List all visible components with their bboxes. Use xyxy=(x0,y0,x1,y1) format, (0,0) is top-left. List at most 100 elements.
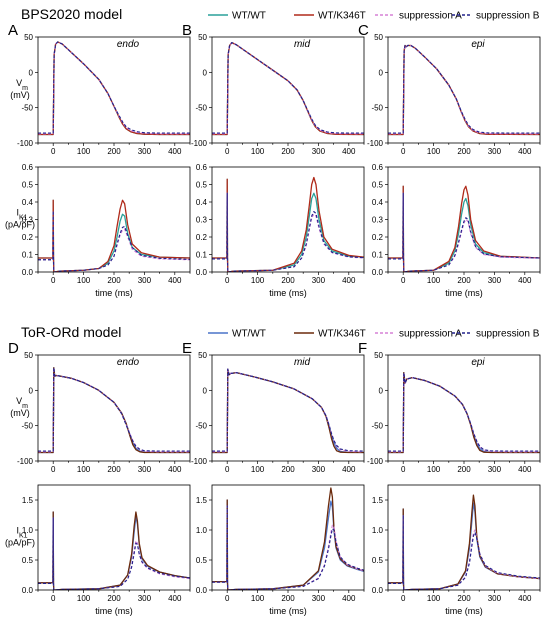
plot-frame xyxy=(211,166,365,273)
panel-title: epi xyxy=(471,39,485,50)
series-line-1 xyxy=(212,176,364,272)
section-header-1: ToR-ORd model WT/WT WT/K346T suppression A s… xyxy=(21,324,540,340)
y-tick-label: 0.5 xyxy=(372,181,384,190)
x-tick-label: 200 xyxy=(281,147,295,156)
y-tick-label: 0.5 xyxy=(372,556,384,565)
y-axis-unit: (pA/pF) xyxy=(5,538,35,548)
x-tick-label: 400 xyxy=(342,465,356,474)
x-tick-label: 0 xyxy=(401,276,406,285)
y-tick-label: -100 xyxy=(367,139,384,148)
x-tick-label: 400 xyxy=(518,594,532,603)
y-axis-subscript: m xyxy=(22,85,28,92)
x-tick-label: 0 xyxy=(225,147,230,156)
panel-title: endo xyxy=(117,39,140,50)
panel-title: mid xyxy=(294,39,311,50)
x-tick-label: 300 xyxy=(488,276,502,285)
x-tick-label: 100 xyxy=(77,276,91,285)
y-tick-label: 0.4 xyxy=(372,198,384,207)
series-line-2 xyxy=(212,192,364,272)
x-axis-label: time (ms) xyxy=(269,606,307,616)
series-line-3 xyxy=(212,42,364,134)
series-line-0 xyxy=(38,41,190,136)
section-header-0: BPS2020 model WT/WT WT/K346T suppression A s… xyxy=(21,6,540,22)
legend-label: WT/WT xyxy=(232,329,266,340)
y-tick-label: -50 xyxy=(21,104,33,113)
series-line-3 xyxy=(38,367,190,452)
section-title: BPS2020 model xyxy=(21,6,122,22)
y-axis-unit: (pA/pF) xyxy=(5,220,35,230)
y-tick-label: 0.0 xyxy=(196,268,208,277)
x-tick-label: 100 xyxy=(427,594,441,603)
y-tick-label: 50 xyxy=(24,33,33,42)
x-tick-label: 100 xyxy=(77,147,91,156)
x-tick-label: 300 xyxy=(312,276,326,285)
y-tick-label: -100 xyxy=(367,457,384,466)
y-tick-label: 50 xyxy=(374,33,383,42)
x-tick-label: 100 xyxy=(251,276,265,285)
y-tick-label: 0.1 xyxy=(196,251,208,260)
x-tick-label: 100 xyxy=(77,465,91,474)
legend-label: WT/K346T xyxy=(318,11,366,22)
series-line-2 xyxy=(212,42,364,135)
series-line-3 xyxy=(212,505,364,590)
chart-panel-11: 0 100 200 300 400 0.0 0.5 1.0 1.5 time (ms) xyxy=(372,484,541,616)
x-tick-label: 300 xyxy=(312,465,326,474)
x-tick-label: 300 xyxy=(138,147,152,156)
y-tick-label: 50 xyxy=(24,351,33,360)
y-tick-label: 0.5 xyxy=(196,556,208,565)
y-tick-label: -50 xyxy=(371,422,383,431)
panel-letter: E xyxy=(182,340,192,357)
y-axis-label: IK1 xyxy=(16,526,27,540)
chart-panel-10: 0 100 200 300 400 0.0 0.5 1.0 1.5 time (ms) xyxy=(196,484,365,616)
y-tick-label: 0.5 xyxy=(22,556,34,565)
x-axis-label: time (ms) xyxy=(95,606,133,616)
x-tick-label: 200 xyxy=(281,276,295,285)
y-axis-label: Vm xyxy=(16,396,28,410)
chart-panel-9: 0 100 200 300 400 0.0 0.5 1.0 1.5 time (ms) IK1(pA… xyxy=(5,484,191,616)
series-line-2 xyxy=(212,505,364,590)
plot-frame xyxy=(211,484,365,591)
y-tick-label: 50 xyxy=(198,33,207,42)
x-tick-label: 100 xyxy=(251,465,265,474)
series-line-1 xyxy=(388,494,540,590)
y-tick-label: -50 xyxy=(195,104,207,113)
y-axis-symbol: I xyxy=(16,526,19,536)
x-tick-label: 100 xyxy=(251,594,265,603)
series-line-3 xyxy=(388,44,540,134)
series-line-1 xyxy=(388,185,540,272)
series-line-0 xyxy=(388,44,540,136)
y-tick-label: 0.1 xyxy=(372,251,384,260)
x-tick-label: 0 xyxy=(51,465,56,474)
x-tick-label: 0 xyxy=(225,594,230,603)
series-line-1 xyxy=(212,368,364,454)
y-tick-label: 0.3 xyxy=(196,216,208,225)
y-tick-label: 0.0 xyxy=(372,268,384,277)
x-tick-label: 400 xyxy=(342,276,356,285)
series-line-0 xyxy=(38,511,190,590)
x-tick-label: 400 xyxy=(168,147,182,156)
legend-label: suppression A xyxy=(399,11,462,22)
y-tick-label: 0.4 xyxy=(22,198,34,207)
series-line-0 xyxy=(212,368,364,454)
x-tick-label: 0 xyxy=(401,594,406,603)
x-tick-label: 400 xyxy=(168,594,182,603)
chart-panel-4: 0 100 200 300 400 0.0 0.1 0.2 0.3 0.4 0.5 0.6 time (… xyxy=(196,163,365,298)
x-tick-label: 200 xyxy=(457,594,471,603)
panel-letter: A xyxy=(8,22,18,39)
chart-panel-3: 0 100 200 300 400 0.0 0.1 0.2 0.3 0.4 0.5 0.6 time (… xyxy=(5,163,191,298)
series-line-2 xyxy=(38,517,190,590)
x-tick-label: 300 xyxy=(138,276,152,285)
y-tick-label: 0.2 xyxy=(372,233,384,242)
x-tick-label: 100 xyxy=(427,147,441,156)
x-tick-label: 300 xyxy=(488,594,502,603)
y-tick-label: 0.0 xyxy=(22,586,34,595)
y-tick-label: 0 xyxy=(203,68,208,77)
x-tick-label: 300 xyxy=(312,594,326,603)
x-tick-label: 300 xyxy=(488,147,502,156)
x-tick-label: 400 xyxy=(342,147,356,156)
y-tick-label: 0.5 xyxy=(22,181,34,190)
